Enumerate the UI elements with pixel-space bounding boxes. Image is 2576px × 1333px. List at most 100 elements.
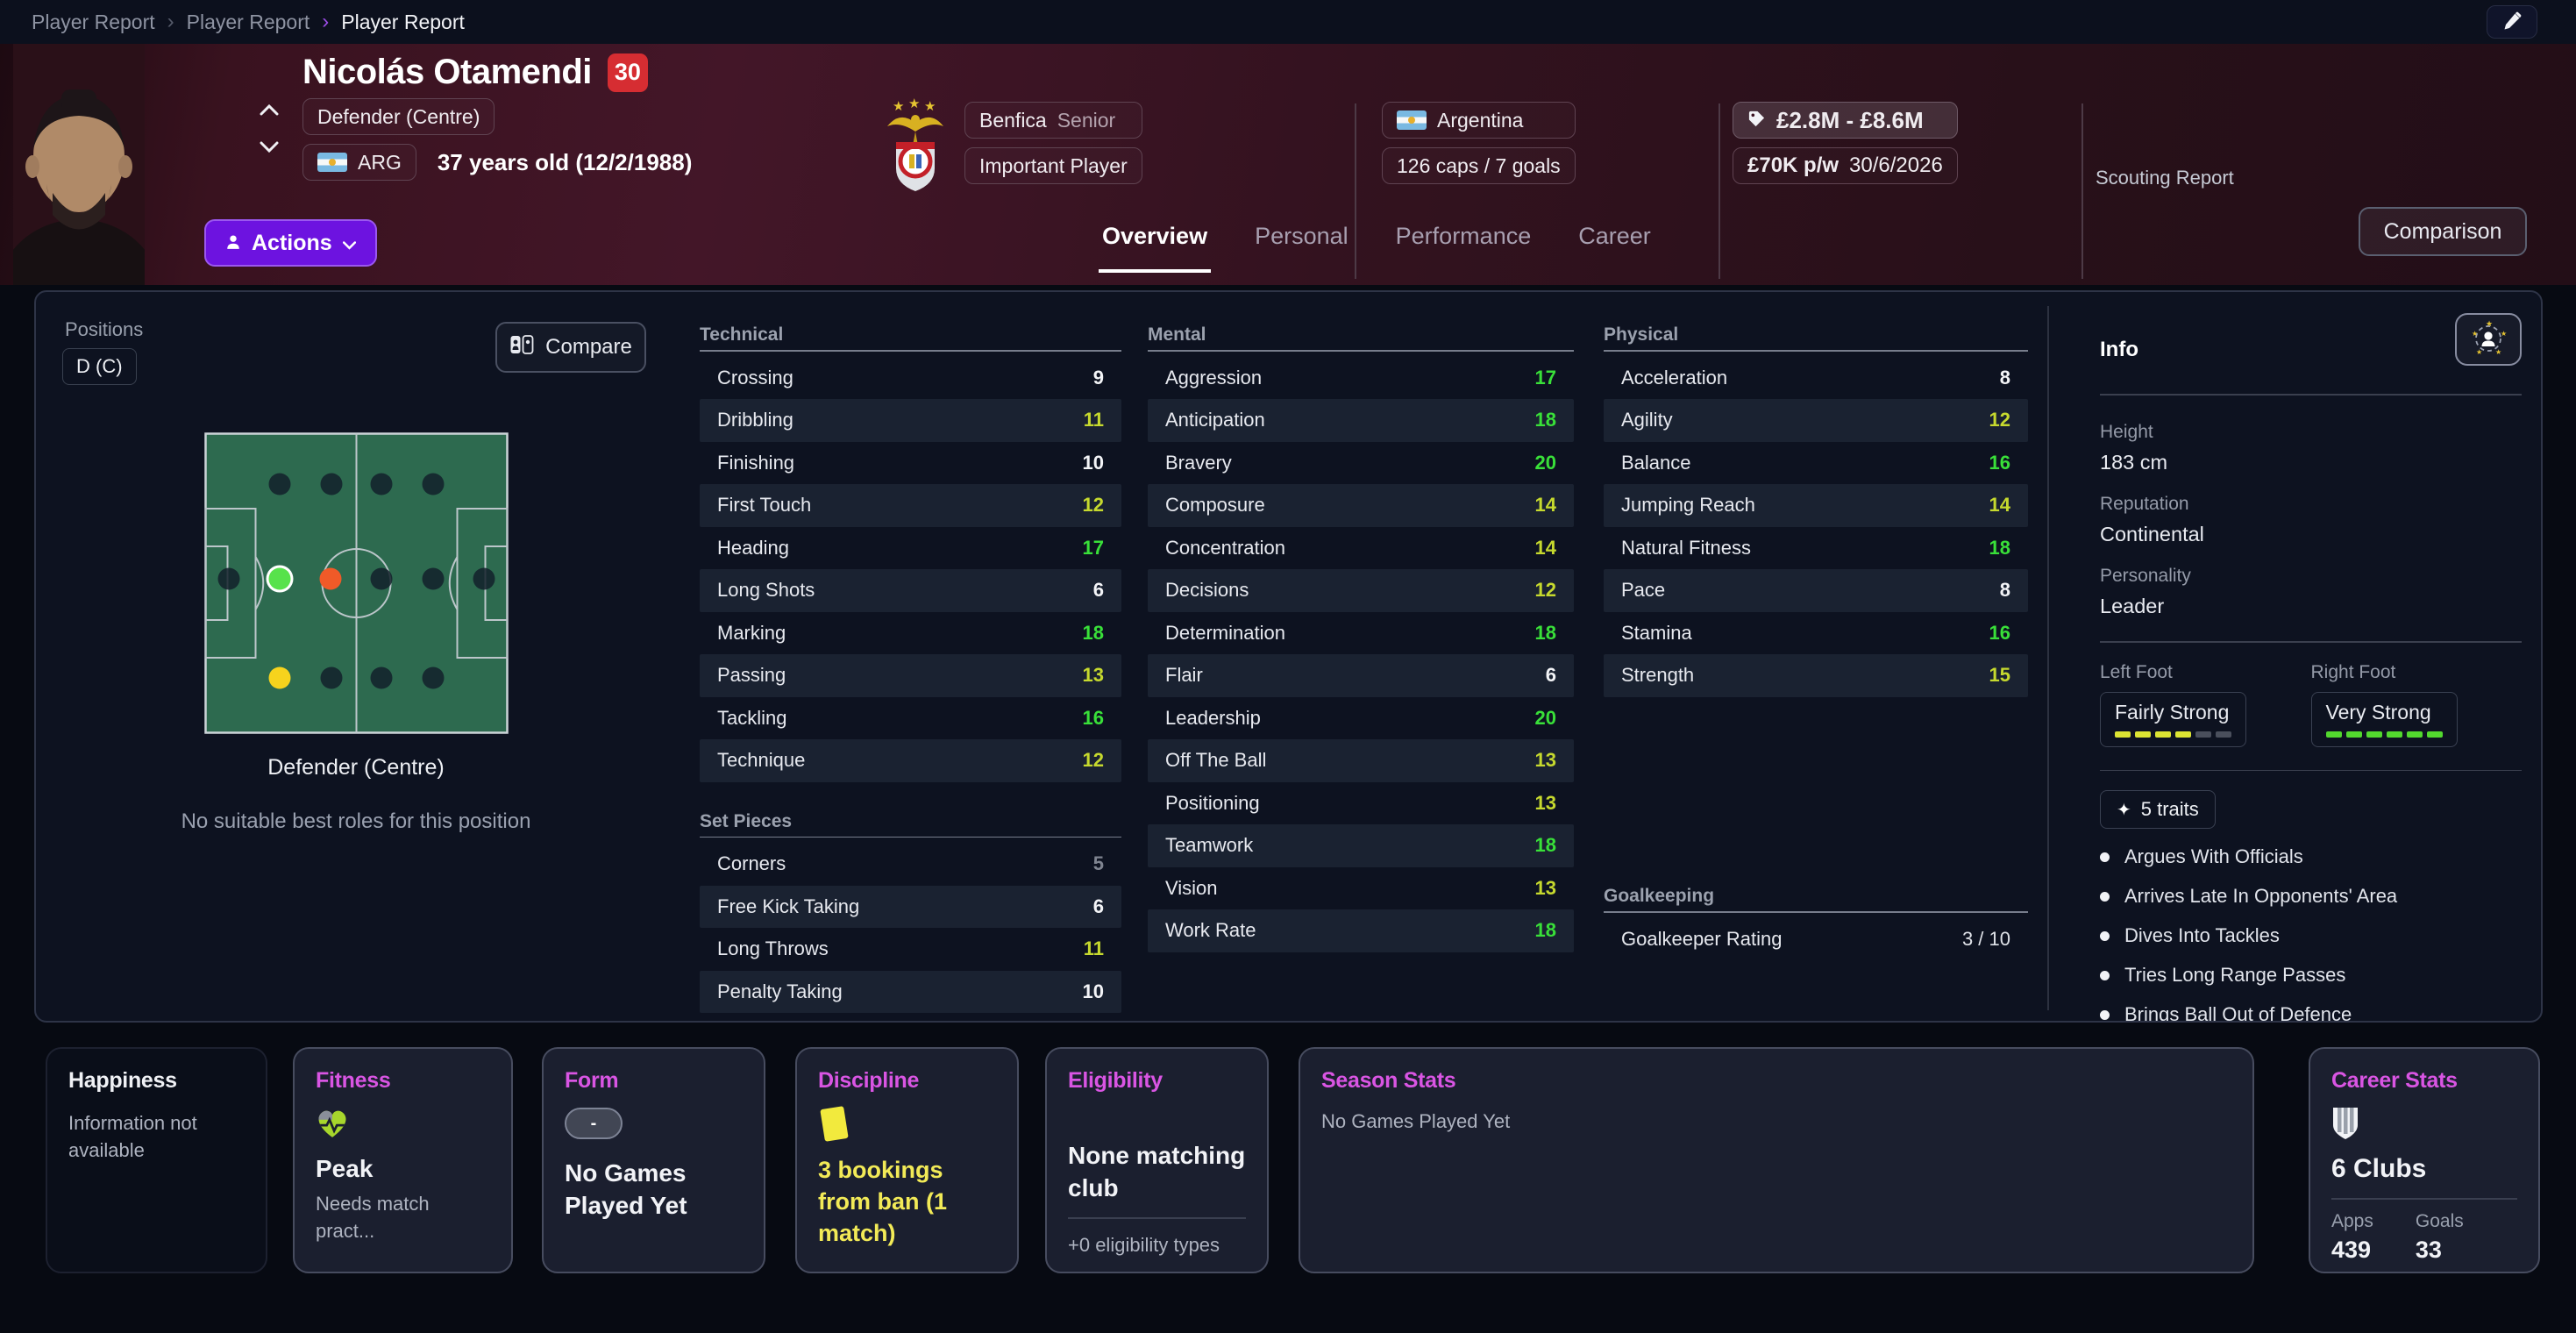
foot-strength-segment [2195, 731, 2211, 738]
attribute-value: 11 [1083, 937, 1104, 960]
traits-pill[interactable]: ✦ 5 traits [2100, 790, 2216, 829]
attribute-label: Acceleration [1621, 366, 1728, 388]
comparison-button[interactable]: Comparison [2359, 207, 2527, 256]
position-pill: Defender (Centre) [302, 98, 495, 135]
right-foot-strength-bar [2325, 731, 2443, 738]
position-dot-none[interactable] [217, 567, 240, 590]
divider [2100, 769, 2522, 771]
caps-goals-pill: 126 caps / 7 goals [1382, 147, 1576, 184]
overview-panel: Positions D (C) Compare [34, 290, 2543, 1023]
form-card: Form - No Games Played Yet [542, 1047, 765, 1273]
trait-text: Brings Ball Out of Defence [2124, 1003, 2352, 1023]
position-dot-none[interactable] [320, 666, 343, 689]
position-dot-none[interactable] [473, 567, 495, 590]
squad-status-pill: Important Player [964, 147, 1142, 184]
attribute-label: Jumping Reach [1621, 494, 1755, 517]
header-divider [2081, 103, 2083, 279]
mental-attributes-column: Mental Aggression 17 Anticipation 18 Bravery 2… [1148, 320, 1574, 952]
selected-position-caption: Defender (Centre) [267, 755, 445, 780]
position-dot-none[interactable] [422, 473, 445, 495]
breadcrumb-item[interactable]: Player Report [341, 10, 465, 33]
position-dot-none[interactable] [370, 567, 393, 590]
attribute-group-title: Goalkeeping [1604, 886, 1715, 906]
position-dot-none[interactable] [370, 473, 393, 495]
tab-career[interactable]: Career [1578, 223, 1651, 249]
attribute-label: Composure [1165, 494, 1265, 517]
header-divider [1719, 103, 1720, 279]
position-dot-accomplished[interactable] [319, 567, 342, 590]
attribute-label: Tackling [717, 706, 787, 729]
position-dot-none[interactable] [422, 666, 445, 689]
actions-button[interactable]: Actions [204, 219, 377, 267]
left-foot-block: Left Foot Fairly Strong [2100, 646, 2311, 747]
attribute-value: 12 [1082, 494, 1104, 517]
discipline-title: Discipline [818, 1068, 920, 1093]
breadcrumb-item[interactable]: Player Report [32, 10, 155, 33]
nation-pill[interactable]: Argentina [1382, 102, 1576, 139]
attribute-row: Crossing 9 [700, 357, 1121, 400]
attribute-value: 18 [1534, 919, 1556, 942]
argentina-flag-icon [317, 153, 347, 172]
breadcrumb-bar: Player Report › Player Report › Player Repor… [0, 0, 2576, 44]
attribute-label: Positioning [1165, 791, 1260, 814]
attribute-value: 13 [1082, 664, 1104, 687]
positions-title: Positions [65, 318, 144, 340]
position-dot-none[interactable] [320, 473, 343, 495]
club-pill[interactable]: Benfica Senior [964, 102, 1142, 139]
attribute-row: Finishing 10 [700, 442, 1121, 485]
happiness-text: Information not available [68, 1112, 197, 1161]
attribute-value: 3 / 10 [1961, 927, 2010, 950]
career-stat-value: 439 [2331, 1236, 2372, 1263]
position-dot-none[interactable] [370, 666, 393, 689]
tab-overview[interactable]: Overview [1099, 217, 1212, 273]
breadcrumb-item[interactable]: Player Report [186, 10, 310, 33]
scout-rating-button[interactable]: ★ ★ ★ ★ ★ [2455, 313, 2522, 366]
attribute-label: Strength [1621, 664, 1695, 687]
svg-text:★: ★ [2472, 330, 2478, 338]
compare-button[interactable]: Compare [495, 322, 646, 373]
position-dot-natural[interactable] [268, 567, 291, 590]
attribute-group-title: Set Pieces [700, 810, 793, 831]
attribute-value: 14 [1989, 494, 2010, 517]
previous-player-button[interactable] [254, 98, 284, 121]
shield-icon [2331, 1106, 2517, 1145]
wage-contract-pill: £70K p/w 30/6/2026 [1733, 147, 1958, 184]
career-stat-goals: Goals 33 [2416, 1211, 2464, 1264]
attribute-value: 13 [1534, 876, 1556, 899]
career-stat-label: Apps [2331, 1210, 2373, 1231]
attribute-row: First Touch 12 [700, 484, 1121, 527]
attribute-label: Flair [1165, 664, 1203, 687]
club-crest-icon: ★ ★ ★ [882, 96, 949, 199]
attribute-value: 16 [1989, 451, 2010, 474]
eligibility-text: None matching club [1068, 1142, 1246, 1201]
attribute-value: 17 [1534, 366, 1556, 388]
yellow-card-icon [820, 1106, 849, 1142]
attribute-label: Heading [717, 536, 789, 559]
season-stats-card: Season Stats No Games Played Yet [1299, 1047, 2254, 1273]
trait-item: Dives Into Tackles [2100, 924, 2522, 947]
career-stats-card: Career Stats 6 Clubs Apps 439 Goals 33 [2309, 1047, 2540, 1273]
player-age: 37 years old (12/2/1988) [437, 148, 693, 175]
position-dot-competent[interactable] [268, 666, 291, 689]
position-pitch-map [204, 432, 509, 734]
attribute-label: Teamwork [1165, 834, 1254, 857]
attribute-row: Free Kick Taking 6 [700, 885, 1121, 928]
position-dot-none[interactable] [422, 567, 445, 590]
tab-performance[interactable]: Performance [1395, 223, 1532, 249]
foot-strength-segment [2155, 731, 2171, 738]
tab-personal[interactable]: Personal [1255, 223, 1348, 249]
attribute-row: Concentration 14 [1148, 527, 1574, 570]
edit-button[interactable] [2487, 5, 2537, 39]
discipline-card: Discipline 3 bookings from ban (1 match) [795, 1047, 1019, 1273]
attribute-value: 18 [1534, 621, 1556, 644]
attribute-row: Bravery 20 [1148, 442, 1574, 485]
attribute-value: 18 [1082, 621, 1104, 644]
position-filter-pill[interactable]: D (C) [62, 348, 137, 385]
attribute-label: Passing [717, 664, 786, 687]
svg-text:★: ★ [924, 99, 936, 114]
next-player-button[interactable] [254, 135, 284, 158]
divider [2100, 394, 2522, 396]
trait-text: Arrives Late In Opponents' Area [2124, 885, 2398, 907]
position-dot-none[interactable] [268, 473, 291, 495]
